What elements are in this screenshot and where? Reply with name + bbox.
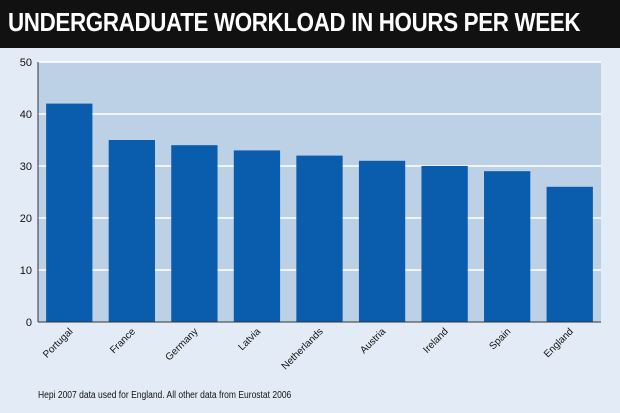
- bar: [108, 140, 155, 322]
- x-tick-labels: Portugal France Germany Latvia Netherlands Au…: [41, 326, 576, 372]
- bar: [421, 166, 468, 322]
- y-tick-label: 50: [20, 57, 32, 69]
- x-tick-label: Portugal: [41, 326, 75, 360]
- bar: [46, 103, 93, 322]
- y-tick-label: 40: [20, 109, 32, 121]
- x-tick-label: Ireland: [421, 326, 450, 355]
- y-tick-label: 10: [20, 265, 32, 277]
- bar: [358, 160, 406, 322]
- x-tick-label: England: [542, 326, 576, 360]
- x-tick-label: Austria: [358, 326, 388, 356]
- y-tick-label: 0: [26, 317, 32, 329]
- x-tick-label: France: [108, 326, 138, 356]
- y-tick-labels: 0 10 20 30 40 50: [20, 57, 32, 329]
- x-tick-label: Spain: [487, 326, 513, 352]
- bar: [233, 150, 281, 322]
- y-tick-label: 20: [20, 213, 32, 225]
- x-tick-label: Netherlands: [280, 326, 326, 372]
- title-bar: UNDERGRADUATE WORKLOAD IN HOURS PER WEEK: [0, 0, 620, 48]
- chart-title: UNDERGRADUATE WORKLOAD IN HOURS PER WEEK: [8, 7, 581, 37]
- bar: [171, 145, 218, 322]
- y-tick-label: 30: [20, 161, 32, 173]
- x-tick-label: Germany: [164, 326, 201, 363]
- source-note: Hepi 2007 data used for England. All oth…: [38, 390, 292, 401]
- bar: [484, 171, 531, 322]
- bar: [546, 186, 593, 322]
- bars: [46, 103, 593, 322]
- x-tick-label: Latvia: [236, 326, 263, 353]
- axes: [37, 62, 601, 323]
- bar: [296, 155, 343, 322]
